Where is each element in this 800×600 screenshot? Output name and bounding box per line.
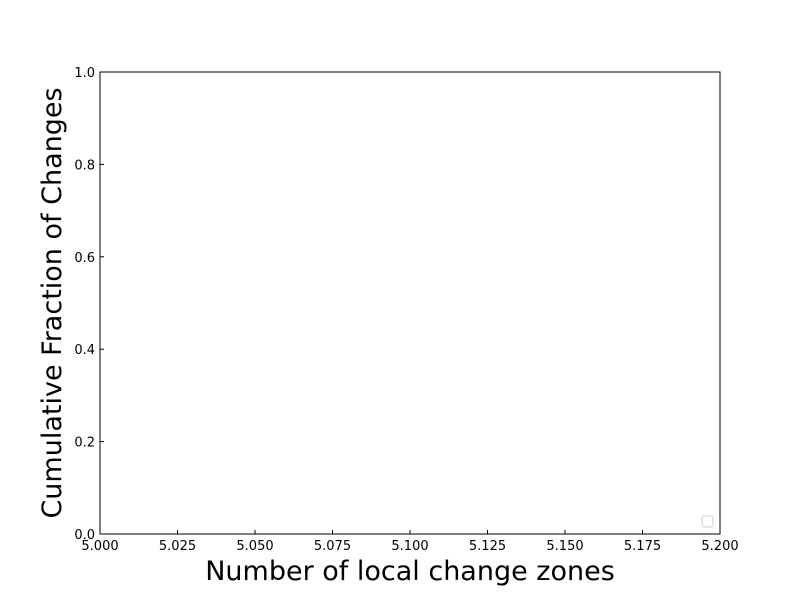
y-tick-label: 0.0 bbox=[74, 528, 95, 543]
x-tick-label: 5.175 bbox=[624, 539, 661, 554]
x-tick-label: 5.200 bbox=[701, 539, 738, 554]
x-tick-label: 5.100 bbox=[391, 539, 428, 554]
y-tick-label: 0.2 bbox=[74, 436, 95, 451]
plot-area bbox=[99, 71, 721, 535]
x-tick-label: 5.000 bbox=[81, 539, 118, 554]
y-tick-label: 0.6 bbox=[74, 251, 95, 266]
x-tick-label: 5.125 bbox=[469, 539, 506, 554]
x-axis-ticks: 5.000 5.025 5.050 5.075 5.100 5.125 5.150 5.175… bbox=[81, 530, 739, 554]
x-tick-label: 5.075 bbox=[314, 539, 351, 554]
x-tick-label: 5.025 bbox=[159, 539, 196, 554]
y-tick-label: 1.0 bbox=[74, 66, 95, 81]
x-axis-label: Number of local change zones bbox=[205, 556, 615, 587]
y-axis-label: Cumulative Fraction of Changes bbox=[37, 87, 68, 518]
y-tick-label: 0.8 bbox=[74, 158, 95, 173]
y-tick-label: 0.4 bbox=[74, 343, 95, 358]
x-tick-label: 5.150 bbox=[546, 539, 583, 554]
legend-box bbox=[701, 515, 714, 528]
x-tick-label: 5.050 bbox=[236, 539, 273, 554]
y-axis-ticks: 0.0 0.2 0.4 0.6 0.8 1.0 bbox=[74, 66, 104, 543]
